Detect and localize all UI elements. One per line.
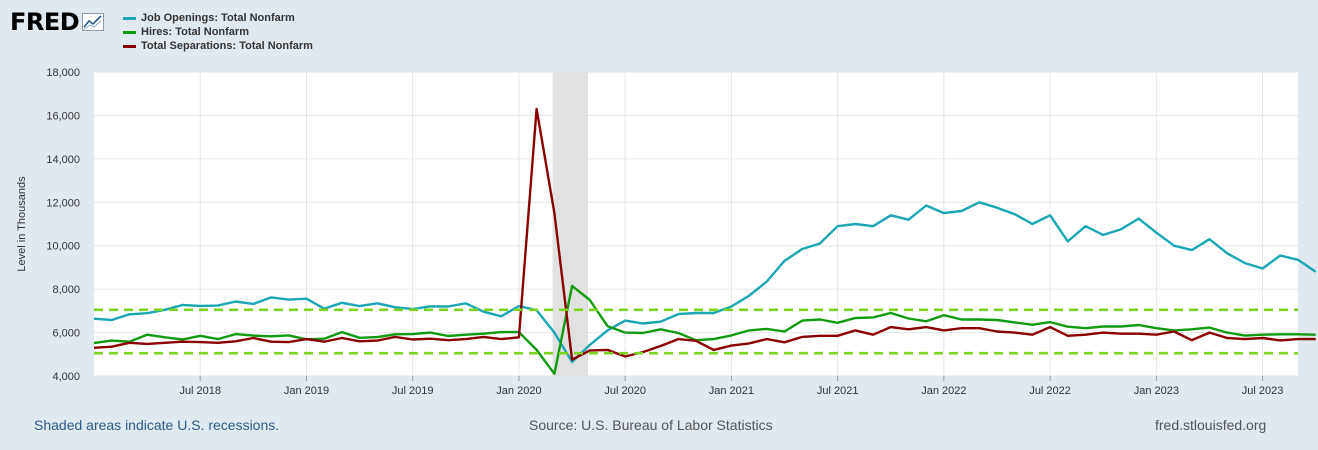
legend-item-hires[interactable]: Hires: Total Nonfarm (123, 25, 313, 39)
legend-label: Job Openings: Total Nonfarm (141, 12, 295, 24)
series-line-3[interactable] (93, 107, 1316, 361)
x-tick-label: Jul 2018 (179, 385, 221, 397)
line-chart-icon (82, 13, 105, 31)
x-tick-label: Jan 2023 (1134, 385, 1179, 397)
legend-item-total-separations[interactable]: Total Separations: Total Nonfarm (123, 39, 313, 53)
y-axis-label: Level in Thousands (16, 176, 28, 272)
y-tick-label: 12,000 (46, 197, 80, 209)
x-tick-label: Jul 2022 (1029, 385, 1071, 397)
fred-logo-text: FRED (10, 8, 80, 36)
x-tick-label: Jan 2020 (496, 385, 541, 397)
series-line-2[interactable] (93, 284, 1316, 375)
legend-swatch (123, 30, 136, 34)
x-tick-label: Jan 2022 (921, 385, 966, 397)
x-tick-label: Jul 2019 (392, 385, 434, 397)
line-chart[interactable]: 4,000 6,000 8,000 10,000 12,000 14,000 16,000 1… (0, 0, 1318, 410)
x-tick-label: Jan 2019 (284, 385, 329, 397)
x-tick-label: Jul 2023 (1242, 385, 1284, 397)
y-tick-label: 6,000 (52, 328, 80, 340)
legend-swatch (123, 16, 136, 20)
y-tick-label: 10,000 (46, 241, 80, 253)
y-tick-label: 8,000 (52, 284, 80, 296)
x-tick-label: Jan 2021 (709, 385, 754, 397)
plot-area (94, 72, 1298, 376)
recession-band (552, 72, 588, 376)
legend-item-job-openings[interactable]: Job Openings: Total Nonfarm (123, 11, 313, 25)
x-tick-label: Jul 2020 (604, 385, 646, 397)
y-tick-label: 14,000 (46, 154, 80, 166)
legend-swatch (123, 44, 136, 48)
x-tick-label: Jul 2021 (817, 385, 859, 397)
source-credit: Source: U.S. Bureau of Labor Statistics (529, 417, 773, 433)
series-line-1[interactable] (93, 201, 1317, 364)
y-tick-label: 4,000 (52, 371, 80, 383)
y-tick-label: 16,000 (46, 110, 80, 122)
legend-label: Hires: Total Nonfarm (141, 26, 249, 38)
chart-header: FRED Job Openings: Total Nonfarm Hires: … (0, 0, 1318, 62)
legend: Job Openings: Total Nonfarm Hires: Total… (123, 11, 313, 53)
legend-label: Total Separations: Total Nonfarm (141, 40, 313, 52)
y-tick-label: 18,000 (46, 67, 80, 79)
site-link[interactable]: fred.stlouisfed.org (1155, 417, 1267, 433)
fred-logo[interactable]: FRED (10, 8, 105, 36)
recession-note: Shaded areas indicate U.S. recessions. (34, 417, 280, 433)
